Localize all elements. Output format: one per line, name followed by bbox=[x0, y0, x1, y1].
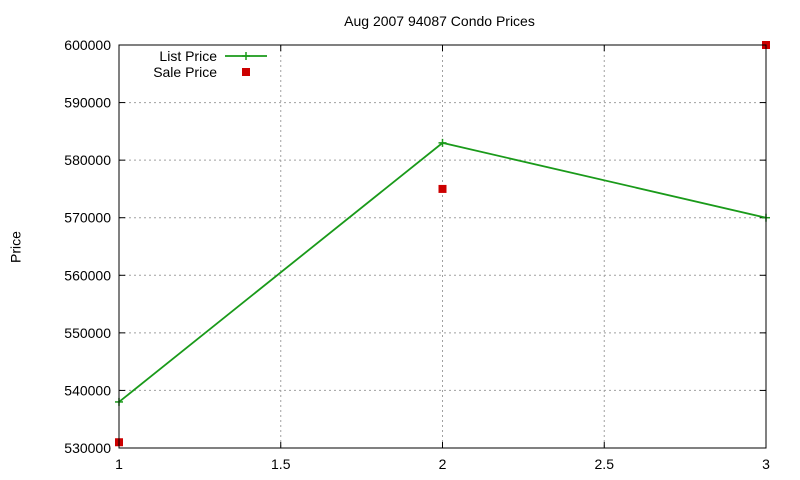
x-tick-label: 1 bbox=[115, 456, 123, 472]
legend-marker bbox=[242, 68, 250, 76]
y-tick-label: 560000 bbox=[64, 267, 111, 283]
legend-marker bbox=[242, 52, 250, 60]
legend-label: Sale Price bbox=[153, 64, 217, 80]
x-tick-label: 3 bbox=[762, 456, 770, 472]
legend-label: List Price bbox=[159, 48, 217, 64]
x-tick-label: 1.5 bbox=[271, 456, 291, 472]
data-point bbox=[438, 138, 447, 147]
y-tick-label: 570000 bbox=[64, 210, 111, 226]
plot-frame bbox=[118, 44, 767, 449]
x-tick-label: 2 bbox=[439, 456, 447, 472]
chart-title: Aug 2007 94087 Condo Prices bbox=[344, 13, 535, 29]
y-tick-label: 530000 bbox=[64, 440, 111, 456]
y-tick-label: 580000 bbox=[64, 152, 111, 168]
legend-entry: List Price bbox=[159, 48, 267, 64]
axis-ticks: 1 1.5 2 2.5 3 530000 540000 550000 560000 570000 5… bbox=[64, 37, 770, 472]
y-tick-label: 600000 bbox=[64, 37, 111, 53]
legend-entry: Sale Price bbox=[153, 64, 250, 80]
y-tick-label: 590000 bbox=[64, 95, 111, 111]
y-tick-label: 550000 bbox=[64, 325, 111, 341]
data-point bbox=[438, 184, 447, 193]
x-tick-label: 2.5 bbox=[595, 456, 615, 472]
y-tick-label: 540000 bbox=[64, 382, 111, 398]
y-axis-label: Price bbox=[8, 231, 24, 263]
grid bbox=[119, 45, 766, 448]
